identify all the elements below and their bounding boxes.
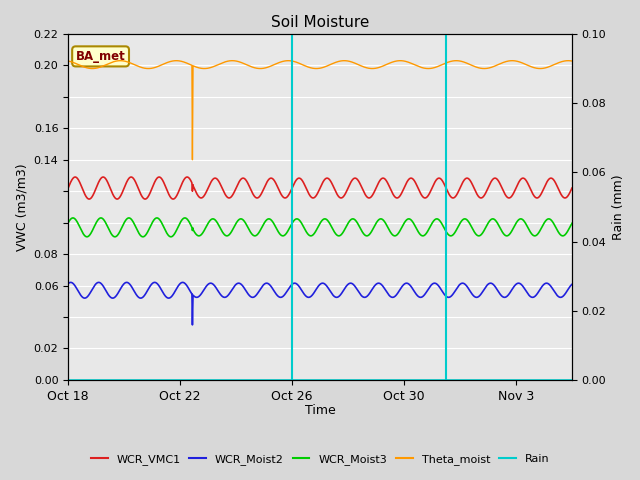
Y-axis label: Rain (mm): Rain (mm) [612, 174, 625, 240]
X-axis label: Time: Time [305, 404, 335, 417]
Y-axis label: VWC (m3/m3): VWC (m3/m3) [15, 163, 28, 251]
Legend: WCR_VMC1, WCR_Moist2, WCR_Moist3, Theta_moist, Rain: WCR_VMC1, WCR_Moist2, WCR_Moist3, Theta_… [86, 450, 554, 469]
Text: BA_met: BA_met [76, 50, 125, 63]
Title: Soil Moisture: Soil Moisture [271, 15, 369, 30]
